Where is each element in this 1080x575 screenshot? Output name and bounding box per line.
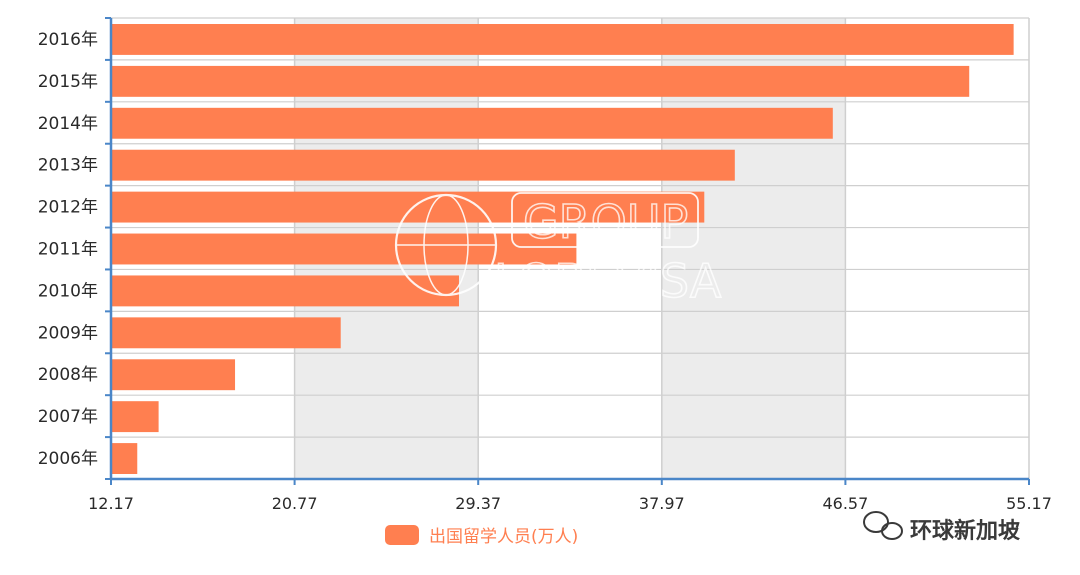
legend-label: 出国留学人员(万人) (429, 527, 578, 547)
x-tick-label: 12.17 (88, 494, 134, 513)
bar (111, 233, 577, 265)
watermark: GROUP LOBEVISA (394, 192, 723, 309)
y-tick-labels: 2016年 2015年 2014年 2013年 2012年 2011年 2010年 2009年… (38, 30, 98, 469)
legend-swatch (385, 525, 419, 545)
y-tick-label: 2012年 (38, 198, 98, 218)
legend: 出国留学人员(万人) (385, 525, 578, 547)
bar (111, 24, 1014, 55)
y-tick-label: 2015年 (38, 72, 98, 92)
bar (111, 65, 970, 97)
x-tick-label: 29.37 (455, 494, 501, 513)
watermark-line2: LOBEVISA (494, 254, 722, 308)
y-tick-label: 2008年 (38, 365, 98, 385)
x-tick-label: 46.57 (822, 494, 868, 513)
y-tick-label: 2009年 (38, 323, 98, 343)
bar (111, 317, 341, 349)
x-tick-label: 55.17 (1006, 494, 1052, 513)
x-tick-labels: 12.17 20.77 29.37 37.97 46.57 55.17 (88, 494, 1052, 513)
y-tick-label: 2010年 (38, 281, 98, 301)
brand-name: 环球新加坡 (910, 518, 1020, 544)
bar (111, 401, 159, 433)
y-tick-label: 2014年 (38, 114, 98, 134)
y-tick-label: 2016年 (38, 30, 98, 50)
y-tick-label: 2011年 (38, 240, 98, 260)
bars (111, 24, 1014, 474)
bar (111, 191, 705, 223)
bar (111, 443, 138, 474)
brand: 环球新加坡 (863, 511, 1020, 544)
y-tick-label: 2006年 (38, 449, 98, 469)
bar (111, 107, 833, 139)
watermark-line1: GROUP (523, 195, 688, 249)
y-tick-label: 2007年 (38, 407, 98, 427)
bar (111, 275, 459, 307)
bar (111, 359, 236, 391)
axes (105, 17, 1030, 485)
wechat-icon (863, 511, 903, 540)
x-tick-label: 37.97 (639, 494, 685, 513)
x-tick-label: 20.77 (272, 494, 318, 513)
bar (111, 149, 735, 181)
y-tick-label: 2013年 (38, 156, 98, 176)
